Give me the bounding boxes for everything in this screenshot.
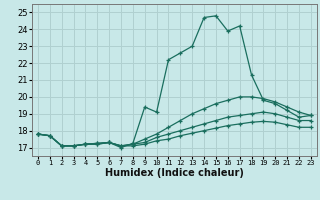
- X-axis label: Humidex (Indice chaleur): Humidex (Indice chaleur): [105, 168, 244, 178]
